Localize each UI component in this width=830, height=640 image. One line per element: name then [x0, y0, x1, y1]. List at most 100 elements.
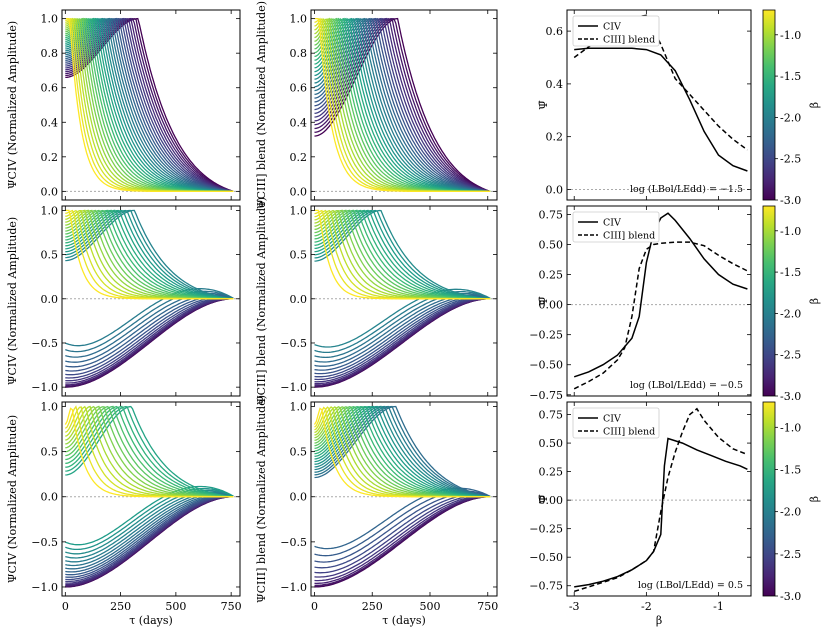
- row3-civ-panel-curve: [65, 495, 234, 581]
- row3-ciii-panel-ytick-label: 0.5: [290, 446, 308, 459]
- row1-civ-panel-curve: [65, 17, 234, 193]
- row2-ciii-panel-ytick-label: 1.0: [290, 204, 308, 217]
- row1-colorbar-tick-label: -2.5: [780, 153, 801, 166]
- row3-ciii-panel-curve: [314, 405, 491, 498]
- row2-ciii-panel-curve: [314, 209, 491, 300]
- row2-civ-panel-curve: [65, 297, 234, 382]
- row1-ciii-panel-curve: [314, 18, 491, 193]
- row3-ciii-panel-curve: [314, 494, 491, 574]
- row3-ciii-panel: −1.0 −0.5 0.0 0.5 1.0 0 250 500 750 ΨCIII] blend …: [255, 395, 498, 627]
- row2-civ-panel-curve: [65, 298, 234, 386]
- row2-psi-panel-ytick-label: −0.75: [529, 389, 563, 402]
- row3-ciii-panel-curve: [314, 495, 491, 582]
- row3-psi-panel-ytick-label: −0.75: [529, 580, 563, 593]
- row3-psi-panel-xlabel: β: [656, 614, 662, 627]
- row2-civ-panel-curve: [65, 209, 234, 300]
- row2-ciii-panel-ytick-label: −1.0: [280, 381, 307, 394]
- row3-ciii-panel-curve: [314, 496, 491, 587]
- row2-ciii-panel-curve: [314, 297, 491, 381]
- row2-psi-panel-legend-label: CIII] blend: [603, 231, 655, 242]
- row1-psi-panel-legend-label: CIII] blend: [603, 35, 655, 46]
- row3-psi-panel-frame: [566, 401, 752, 597]
- row1-ciii-panel-ytick-label: 0.2: [290, 151, 308, 164]
- row2-colorbar-tick-label: -1.5: [780, 266, 801, 279]
- row2-ciii-panel-ytick-label: −0.5: [280, 337, 307, 350]
- row1-civ-panel-ytick-label: 0.2: [41, 151, 59, 164]
- row1-civ-panel: 0.0 0.2 0.4 0.6 0.8 1.0 ΨCIV (Normalized Ampli…: [6, 9, 241, 201]
- row1-civ-panel-curve: [65, 17, 234, 193]
- row1-ciii-panel-curve: [314, 17, 491, 193]
- row1-civ-panel-curve: [65, 17, 234, 193]
- row3-ciii-panel-xlabel: τ (days): [382, 614, 426, 627]
- row2-colorbar-tick-label: -2.5: [780, 349, 801, 362]
- row2-psi-panel-legend-label: CIV: [603, 218, 621, 229]
- row1-colorbar-tick-label: -2.0: [780, 111, 801, 124]
- row1-civ-panel-curve: [65, 17, 234, 193]
- row3-colorbar-tick-label: -2.5: [780, 548, 801, 561]
- row1-civ-panel-ytick-label: 0.6: [41, 82, 59, 95]
- row2-psi-panel-ytick-label: −0.50: [529, 359, 563, 372]
- row1-colorbar-tick-label: -1.5: [780, 70, 801, 83]
- row2-ciii-panel-curve: [314, 209, 491, 300]
- row3-ciii-panel-curve: [314, 405, 491, 498]
- row3-psi-panel-xtick-label: -1: [713, 600, 724, 613]
- row3-colorbar-tick-label: -1.5: [780, 463, 801, 476]
- row2-ciii-panel-curve: [314, 291, 491, 354]
- row2-psi-panel-ytick-label: 0.00: [539, 299, 564, 312]
- row3-ciii-panel-ylabel: ΨCIII] blend (Normalized Amplitude): [255, 395, 268, 603]
- row2-ciii-panel-curve: [314, 297, 491, 383]
- row1-civ-panel-ylabel: ΨCIV (Normalized Amplitude): [6, 21, 19, 189]
- row1-psi-panel-ylabel: Ψ̄: [537, 100, 550, 110]
- row1-civ-panel-ytick-label: 0.4: [41, 116, 59, 129]
- row2-psi-panel-ytick-label: 0.50: [539, 238, 564, 251]
- row3-civ-panel-ytick-label: 0.5: [41, 446, 59, 459]
- row2-psi-panel-ytick-label: 0.75: [539, 208, 564, 221]
- row2-psi-panel-ylabel: Ψ̄: [537, 296, 550, 306]
- row3-ciii-panel-xtick-label: 0: [311, 600, 318, 613]
- row3-civ-panel-xtick-label: 750: [221, 600, 242, 613]
- row2-civ-panel-curve: [65, 288, 234, 347]
- row1-ciii-panel-ytick-label: 0.4: [290, 116, 308, 129]
- row2-ciii-panel-ytick-label: 0.5: [290, 249, 308, 262]
- row3-psi-panel: −0.75 −0.50 −0.25 0.00 0.25 0.50 0.75 -3 -2 -1 Ψ̄ β…: [529, 401, 752, 627]
- row3-ciii-panel-ytick-label: 0.0: [290, 491, 308, 504]
- row1-civ-panel-curve: [65, 17, 234, 193]
- row3-ciii-panel-ytick-label: −0.5: [280, 536, 307, 549]
- row1-civ-panel-frame: [61, 9, 241, 201]
- row3-ciii-panel-ytick-label: 1.0: [290, 401, 308, 414]
- row2-civ-panel-curve: [65, 297, 234, 379]
- row1-civ-panel-curve: [65, 18, 234, 193]
- row1-psi-panel-civ-line: [574, 47, 748, 172]
- row2-psi-panel-ciii-line: [573, 241, 748, 390]
- row3-ciii-panel-curve: [314, 495, 491, 578]
- row3-psi-panel-legend: CIV CIII] blend: [572, 407, 660, 439]
- row3-ciii-panel-curve: [313, 407, 491, 498]
- row1-colorbar-tick-label: -1.0: [780, 29, 801, 42]
- row2-ciii-panel-curve: [314, 209, 491, 300]
- row3-civ-panel-ytick-label: 0.0: [41, 491, 59, 504]
- row3-civ-panel-curve: [65, 494, 234, 573]
- row3-psi-panel-annotation: log (LBol/LEdd) = 0.5: [638, 580, 743, 591]
- row3-civ-panel-curve: [65, 495, 234, 576]
- row3-civ-panel-curve: [65, 405, 234, 498]
- row3-psi-panel-legend-label: CIV: [603, 414, 621, 425]
- row3-psi-panel-ciii-line: [573, 407, 748, 593]
- row1-ciii-panel-frame: [310, 9, 498, 201]
- row2-colorbar-tick-label: -1.0: [780, 225, 801, 238]
- row3-psi-panel-ytick-label: 0.25: [539, 466, 564, 479]
- row1-ciii-panel-ytick-label: 1.0: [290, 13, 308, 26]
- row2-ciii-panel-curve: [314, 298, 491, 385]
- row3-psi-panel-legend-label: CIII] blend: [603, 427, 655, 438]
- row1-psi-panel-annotation: log (LBol/LEdd) = −1.5: [630, 184, 743, 195]
- row3-ciii-panel-xtick-label: 500: [419, 600, 440, 613]
- row1-psi-panel-ytick-label: 0.6: [546, 25, 564, 38]
- row3-civ-panel-xtick-label: 250: [110, 600, 131, 613]
- row2-ciii-panel-curve: [314, 297, 491, 378]
- row3-civ-panel-curve: [65, 485, 234, 546]
- row3-ciii-panel-frame: [310, 401, 498, 597]
- row3-civ-panel-ylabel: ΨCIV (Normalized Amplitude): [6, 415, 19, 583]
- row2-civ-panel-frame: [61, 205, 241, 397]
- row1-ciii-panel-ylabel: ΨCIII] blend (Normalized Amplitude): [255, 1, 268, 209]
- row3-civ-panel-ytick-label: −0.5: [31, 536, 58, 549]
- row2-psi-panel: −0.75 −0.50 −0.25 0.00 0.25 0.50 0.75 Ψ̄ log (LB…: [529, 205, 752, 402]
